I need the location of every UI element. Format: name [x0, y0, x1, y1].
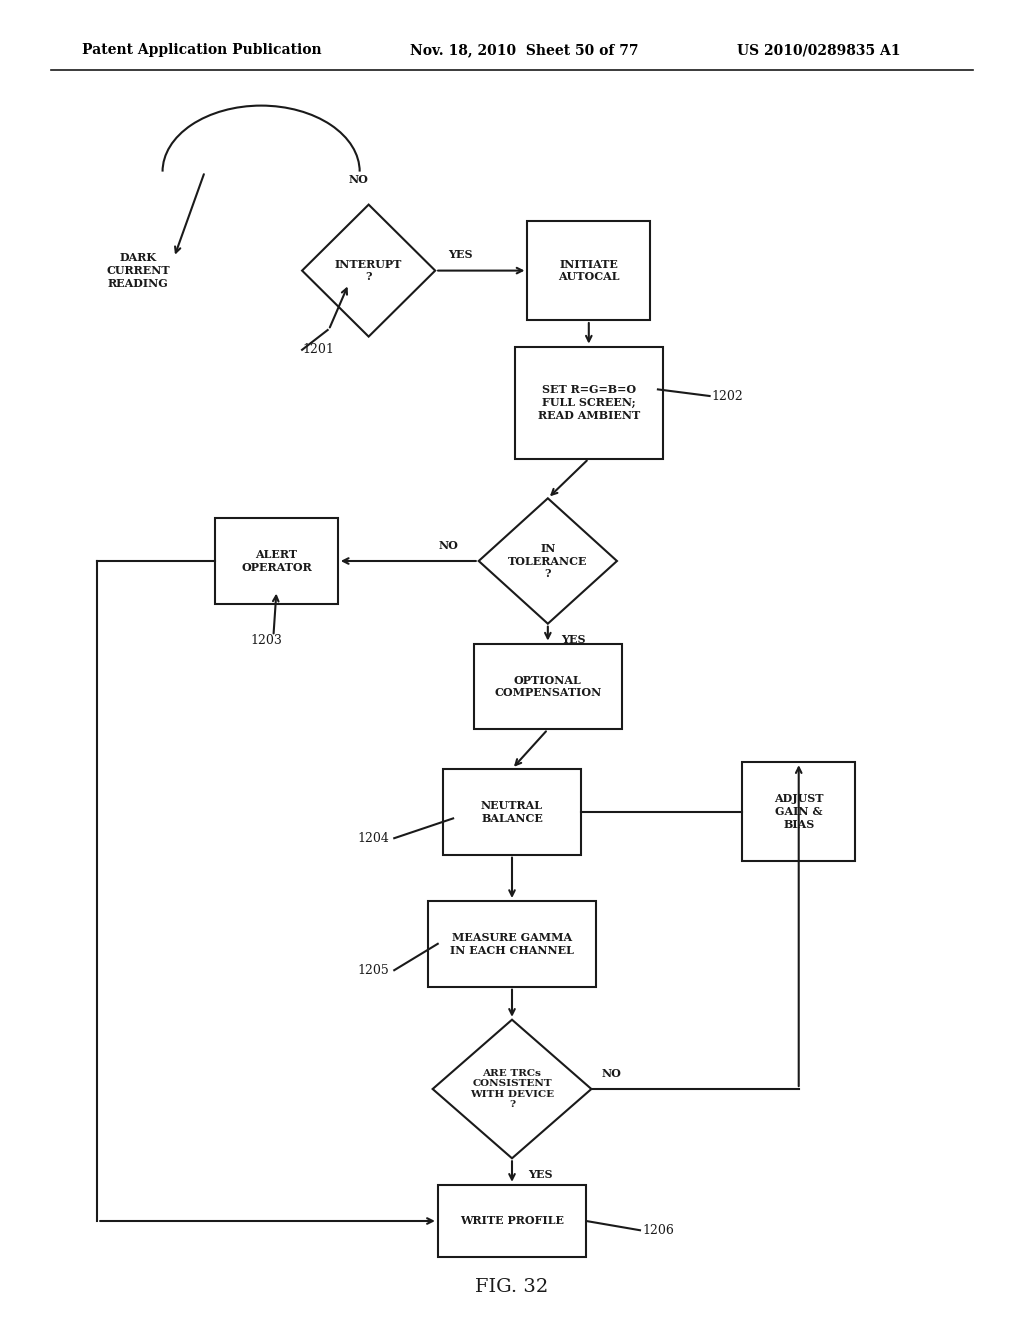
Text: NO: NO	[438, 540, 458, 550]
FancyBboxPatch shape	[527, 220, 650, 319]
Text: YES: YES	[528, 1168, 553, 1180]
Text: INITIATE
AUTOCAL: INITIATE AUTOCAL	[558, 259, 620, 282]
FancyBboxPatch shape	[215, 519, 338, 605]
FancyBboxPatch shape	[442, 768, 582, 855]
Text: 1201: 1201	[302, 343, 334, 356]
FancyBboxPatch shape	[438, 1185, 586, 1257]
FancyBboxPatch shape	[473, 644, 623, 729]
Text: FIG. 32: FIG. 32	[475, 1278, 549, 1296]
Text: MEASURE GAMMA
IN EACH CHANNEL: MEASURE GAMMA IN EACH CHANNEL	[451, 932, 573, 956]
Polygon shape	[479, 499, 616, 624]
Text: 1206: 1206	[642, 1224, 674, 1237]
Text: YES: YES	[449, 249, 473, 260]
Text: 1202: 1202	[712, 389, 743, 403]
Text: SET R=G=B=O
FULL SCREEN;
READ AMBIENT: SET R=G=B=O FULL SCREEN; READ AMBIENT	[538, 384, 640, 421]
Text: DARK
CURRENT
READING: DARK CURRENT READING	[106, 252, 170, 289]
Text: Patent Application Publication: Patent Application Publication	[82, 44, 322, 57]
Polygon shape	[302, 205, 435, 337]
FancyBboxPatch shape	[742, 762, 855, 861]
Polygon shape	[432, 1020, 592, 1159]
Text: NO: NO	[602, 1068, 622, 1078]
FancyBboxPatch shape	[428, 902, 596, 987]
Text: NO: NO	[348, 174, 369, 185]
Text: US 2010/0289835 A1: US 2010/0289835 A1	[737, 44, 901, 57]
Text: 1204: 1204	[357, 832, 389, 845]
Text: IN
TOLERANCE
?: IN TOLERANCE ?	[508, 543, 588, 579]
Text: ALERT
OPERATOR: ALERT OPERATOR	[241, 549, 312, 573]
Text: WRITE PROFILE: WRITE PROFILE	[460, 1216, 564, 1226]
Text: INTERUPT
?: INTERUPT ?	[335, 259, 402, 282]
Text: 1203: 1203	[251, 634, 283, 647]
Text: ARE TRCs
CONSISTENT
WITH DEVICE
?: ARE TRCs CONSISTENT WITH DEVICE ?	[470, 1069, 554, 1109]
Text: Nov. 18, 2010  Sheet 50 of 77: Nov. 18, 2010 Sheet 50 of 77	[410, 44, 638, 57]
Text: 1205: 1205	[357, 964, 389, 977]
Text: YES: YES	[561, 634, 586, 645]
Text: OPTIONAL
COMPENSATION: OPTIONAL COMPENSATION	[495, 675, 601, 698]
Text: NEUTRAL
BALANCE: NEUTRAL BALANCE	[481, 800, 543, 824]
FancyBboxPatch shape	[514, 347, 664, 459]
Text: ADJUST
GAIN &
BIAS: ADJUST GAIN & BIAS	[774, 793, 823, 830]
